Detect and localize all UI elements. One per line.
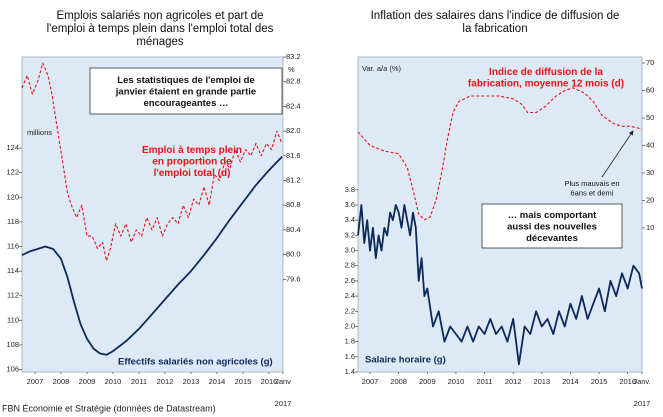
series-label: Salaire horaire (g) <box>365 355 446 366</box>
x-tick-label: 2012 <box>157 377 174 386</box>
annotation: Plus mauvais en 6ans et demi <box>564 179 619 198</box>
series-label: Indice de diffusion de la fabrication, mo… <box>468 67 624 90</box>
x-tick-label: 2010 <box>448 377 465 386</box>
x-tick-label: 2011 <box>131 377 147 386</box>
y2-tick-label: 81.6 <box>286 151 301 160</box>
y2-tick-label: 50 <box>646 113 654 122</box>
annotation-box <box>89 67 283 115</box>
y-tick-label: 1.4 <box>345 367 355 376</box>
series-label: Emploi à temps plein en proportion de l'em… <box>142 145 242 179</box>
y2-tick-label: 30 <box>646 168 654 177</box>
y2-tick-label: 83.2 <box>286 52 301 61</box>
x-tick-label: Janv 2017 <box>275 377 292 408</box>
x-tick-label: 2008 <box>53 377 70 386</box>
y2-axis-label: % <box>288 65 295 74</box>
x-tick-label: 2011 <box>476 377 492 386</box>
x-tick-label: 2015 <box>591 377 608 386</box>
y-tick-label: 3.0 <box>345 246 355 255</box>
x-tick-label: 2013 <box>183 377 200 386</box>
annotation-arrow <box>601 130 634 178</box>
y-tick-label: 114 <box>7 266 19 275</box>
y2-tick-label: 82.0 <box>286 126 301 135</box>
chart: Inflation des salaires dans l'indice de … <box>345 10 655 408</box>
annotation-box <box>481 203 623 249</box>
y-tick-label: 2.8 <box>345 261 355 270</box>
y-tick-label: 2.6 <box>345 276 355 285</box>
x-tick-label: 2013 <box>533 377 550 386</box>
x-tick-label: 2014 <box>562 377 579 386</box>
series-line <box>21 156 283 356</box>
x-tick-label: 2009 <box>79 377 96 386</box>
x-tick-label: 2009 <box>419 377 436 386</box>
y2-tick-label: 20 <box>646 195 654 204</box>
y2-tick-label: 82.8 <box>286 77 301 86</box>
series-line <box>357 204 643 366</box>
x-tick-label: 2015 <box>235 377 252 386</box>
y-tick-label: 108 <box>6 340 19 349</box>
y-tick-label: 118 <box>7 217 19 226</box>
y-tick-label: 1.6 <box>345 352 355 361</box>
y2-tick-label: 80.0 <box>286 250 301 259</box>
annotation: … mais comportant aussi des nouvelles déce… <box>507 210 597 244</box>
y-tick-label: 3.8 <box>345 185 355 194</box>
chart-title: Emplois salariés non agricoles et part d… <box>47 10 274 48</box>
chart-title: Inflation des salaires dans l'indice de … <box>371 10 620 35</box>
y-axis-label: millions <box>27 128 52 137</box>
source-note: FBN Économie et Stratégie (données de Da… <box>2 403 216 413</box>
y-axis-label: Var. a/a (%) <box>362 64 402 73</box>
x-tick-label: 2016 <box>261 377 278 386</box>
y-tick-label: 110 <box>7 315 19 324</box>
y2-tick-label: 81.2 <box>286 176 301 185</box>
y-tick-label: 122 <box>6 168 19 177</box>
y-tick-label: 120 <box>6 192 19 201</box>
y-tick-label: 106 <box>6 365 19 374</box>
x-tick-label: Janv. 2017 <box>633 377 650 408</box>
y2-tick-label: 60 <box>646 86 654 95</box>
y-tick-label: 116 <box>7 241 19 250</box>
y2-tick-label: 40 <box>646 140 654 149</box>
x-tick-label: 2014 <box>209 377 226 386</box>
y-tick-label: 2.4 <box>345 291 355 300</box>
y2-tick-label: 80.4 <box>286 225 301 234</box>
y2-tick-label: 80.8 <box>286 200 301 209</box>
annotation: Les statistiques de l'emploi de janvier é… <box>115 75 256 109</box>
x-tick-label: 2012 <box>505 377 522 386</box>
y2-tick-label: 70 <box>646 58 654 67</box>
y2-tick-label: 10 <box>646 223 654 232</box>
x-tick-label: 2008 <box>390 377 407 386</box>
y2-tick-label: 79.6 <box>286 274 301 283</box>
y-tick-label: 1.8 <box>345 337 355 346</box>
x-tick-label: 2016 <box>619 377 636 386</box>
y-tick-label: 112 <box>7 291 19 300</box>
series-line <box>357 87 643 221</box>
series-label: Effectifs salariés non agricoles (g) <box>118 357 273 368</box>
y-tick-label: 3.2 <box>345 230 355 239</box>
y-tick-label: 2.2 <box>345 306 355 315</box>
y2-tick-label: 82.4 <box>286 101 301 110</box>
y-tick-label: 124 <box>6 143 19 152</box>
y-tick-label: 2.0 <box>345 321 355 330</box>
chart: Emplois salariés non agricoles et part d… <box>6 10 300 408</box>
x-tick-label: 2007 <box>362 377 379 386</box>
x-tick-label: 2010 <box>105 377 122 386</box>
y-tick-label: 3.4 <box>345 215 355 224</box>
y-tick-label: 3.6 <box>345 200 355 209</box>
x-tick-label: 2007 <box>27 377 44 386</box>
